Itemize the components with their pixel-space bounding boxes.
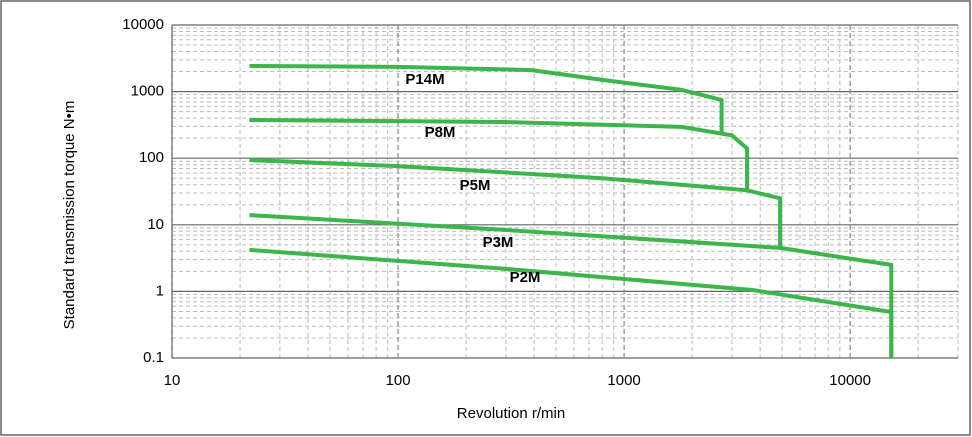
x-tick-label: 10000 xyxy=(829,372,871,389)
x-tick-label: 1000 xyxy=(607,372,640,389)
series-line xyxy=(249,247,894,358)
series-line xyxy=(249,158,783,248)
x-axis-label: Revolution r/min xyxy=(457,405,565,422)
y-tick-label: 100 xyxy=(139,149,164,166)
series-label: P3M xyxy=(483,234,514,251)
y-tick-label: 1 xyxy=(156,282,164,299)
series-label: P14M xyxy=(405,71,444,88)
y-tick-label: 10 xyxy=(147,216,164,233)
y-tick-label: 0.1 xyxy=(143,349,164,366)
x-tick-label: 10 xyxy=(164,372,181,389)
y-axis-label: Standard transmission torque N•m xyxy=(61,101,78,330)
series-line xyxy=(249,64,724,136)
y-tick-label: 1000 xyxy=(131,83,164,100)
series-label: P5M xyxy=(460,177,491,194)
series-line xyxy=(249,118,750,191)
series-label: P8M xyxy=(425,124,456,141)
x-tick-label: 100 xyxy=(386,372,411,389)
y-tick-label: 10000 xyxy=(122,16,164,33)
series-label: P2M xyxy=(510,269,541,286)
series-line xyxy=(249,213,894,358)
